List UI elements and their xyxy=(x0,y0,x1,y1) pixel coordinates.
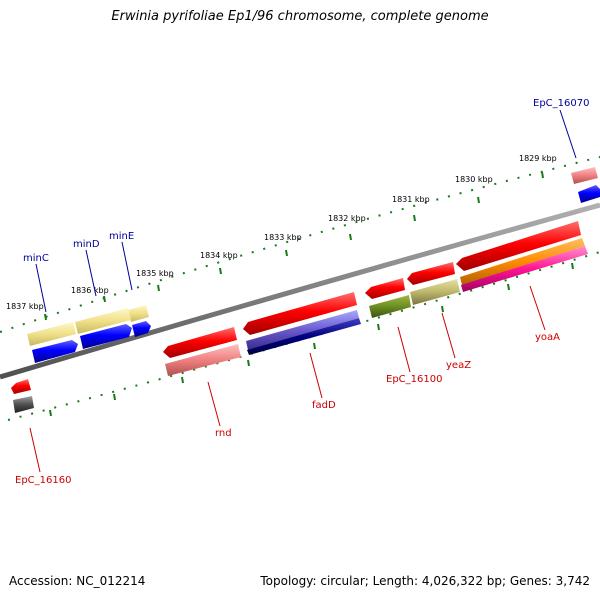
gene-labels-bottom: EpC_16160 rnd fadD EpC_16100 yeaZ yoaA xyxy=(15,332,560,486)
gene-epc16100-olive xyxy=(369,295,411,318)
gene-minc-blue xyxy=(32,340,78,363)
gene-yeaz-khaki xyxy=(410,279,460,305)
label-leader-lines xyxy=(29,109,577,473)
gene-label-rnd: rnd xyxy=(215,428,232,439)
gene-epc16070-blue xyxy=(578,185,600,203)
gene-mine-yellow xyxy=(128,305,149,322)
gene-fadd-slate xyxy=(246,310,359,350)
gene-fadd-red xyxy=(243,292,357,335)
gene-minc-yellow xyxy=(27,322,76,346)
gene-yeaz-red xyxy=(407,262,455,285)
gene-labels-top: minC minD minE EpC_16070 xyxy=(23,98,589,264)
gene-label-epc16160: EpC_16160 xyxy=(15,475,71,486)
kbp-label-1832: 1832 kbp xyxy=(328,214,366,223)
genome-summary-text: Topology: circular; Length: 4,026,322 bp… xyxy=(260,574,590,588)
kbp-label-1830: 1830 kbp xyxy=(455,175,493,184)
gene-epc16100-red xyxy=(365,278,405,299)
gene-label-yeaz: yeaZ xyxy=(446,360,471,371)
reverse-strand-genes xyxy=(11,221,588,413)
kbp-labels: 1837 kbp 1836 kbp 1835 kbp 1834 kbp 1833… xyxy=(6,154,557,311)
gene-label-epc16100: EpC_16100 xyxy=(386,374,442,385)
gene-label-mine: minE xyxy=(109,231,134,242)
gene-mine-blue xyxy=(132,321,151,337)
gene-rnd-pink xyxy=(165,344,241,376)
gene-label-fadd: fadD xyxy=(312,400,336,411)
gene-label-yoaa: yoaA xyxy=(535,332,560,343)
chromosome-backbone xyxy=(0,202,600,380)
gene-epc16160-grey xyxy=(13,396,34,413)
kbp-label-1834: 1834 kbp xyxy=(200,251,238,260)
gene-yoaa-red xyxy=(456,221,581,271)
kbp-label-1833: 1833 kbp xyxy=(264,233,302,242)
gene-mind-blue xyxy=(80,324,132,349)
map-title: Erwinia pyrifoliae Ep1/96 chromosome, co… xyxy=(111,9,489,24)
gene-epc16160-red xyxy=(11,379,31,394)
gene-rnd-red xyxy=(163,327,237,358)
gene-label-epc16070: EpC_16070 xyxy=(533,98,589,109)
outer-major-ticks xyxy=(44,171,544,321)
gene-yoaa-magenta xyxy=(461,246,588,292)
accession-text: Accession: NC_012214 xyxy=(9,574,146,588)
kbp-label-1829: 1829 kbp xyxy=(519,154,557,163)
gene-label-minc: minC xyxy=(23,253,49,264)
kbp-label-1831: 1831 kbp xyxy=(392,195,430,204)
gene-mind-yellow xyxy=(75,308,131,334)
kbp-label-1837: 1837 kbp xyxy=(6,302,44,311)
gene-yoaa-orange xyxy=(460,238,585,285)
kbp-label-1835: 1835 kbp xyxy=(136,269,174,278)
kbp-label-1836: 1836 kbp xyxy=(71,286,109,295)
inner-major-ticks xyxy=(49,262,574,417)
gene-fadd-navy xyxy=(247,318,361,355)
inner-tick-track xyxy=(7,251,600,421)
gene-epc16070-pink xyxy=(571,167,598,184)
gene-label-mind: minD xyxy=(73,239,100,250)
forward-strand-genes xyxy=(27,167,600,363)
